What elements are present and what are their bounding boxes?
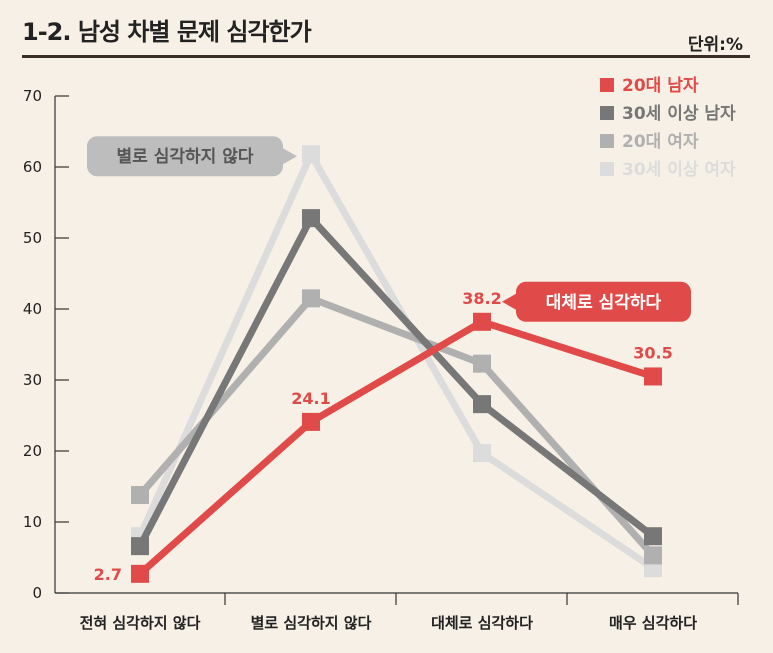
series-line-30세-이상-남자 xyxy=(136,214,656,548)
data-point-30세-이상-남자-3 xyxy=(473,395,491,414)
callout-box xyxy=(516,281,691,322)
legend-label-30세-이상-여자: 30세 이상 여자 xyxy=(622,160,736,180)
title-divider xyxy=(22,55,750,58)
series-20대-여자 xyxy=(131,289,662,565)
series-group xyxy=(131,145,662,583)
x-category-label-4: 매우 심각하다 xyxy=(609,614,697,632)
y-tick-label-30: 30 xyxy=(23,371,42,389)
callout-1: 별로 심각하지 않다 xyxy=(87,136,297,177)
data-point-30세-이상-남자-2 xyxy=(302,209,320,228)
chart-title: 1-2. 남성 차별 문제 심각한가 xyxy=(22,18,312,46)
legend: 20대 남자 30세 이상 남자 20대 여자 30세 이상 여자 xyxy=(600,76,736,180)
data-point-30세-이상-남자-4 xyxy=(644,527,662,546)
legend-swatch-20대-여자 xyxy=(600,134,614,148)
legend-swatch-30세-이상-여자 xyxy=(600,162,614,176)
data-point-20대-남자-3 xyxy=(473,312,491,331)
legend-swatch-30세-이상-남자 xyxy=(600,106,614,120)
series-20대-남자 xyxy=(131,312,662,583)
y-tick-label-10: 10 xyxy=(23,513,42,531)
callout-2: 대체로 심각하다 xyxy=(502,281,691,322)
data-point-20대-여자-3 xyxy=(473,354,491,373)
callout-text-2: 대체로 심각하다 xyxy=(546,293,662,313)
data-point-20대-남자-2 xyxy=(302,412,320,431)
data-point-20대-남자-1 xyxy=(131,564,149,583)
data-label-2.7: 2.7 xyxy=(94,565,122,584)
data-point-20대-여자-2 xyxy=(302,289,320,308)
data-point-30세-이상-여자-3 xyxy=(473,444,491,463)
data-label-38.2: 38.2 xyxy=(462,289,501,308)
series-line-30세-이상-여자 xyxy=(136,150,655,572)
legend-label-20대-여자: 20대 여자 xyxy=(622,132,699,152)
legend-label-30세-이상-남자: 30세 이상 남자 xyxy=(622,104,736,124)
callout-pointer xyxy=(283,148,297,165)
data-label-24.1: 24.1 xyxy=(291,389,330,408)
x-category-label-3: 대체로 심각하다 xyxy=(431,614,533,632)
series-30세-이상-남자 xyxy=(131,209,662,556)
series-30세-이상-여자 xyxy=(131,145,662,578)
data-point-20대-남자-4 xyxy=(644,367,662,386)
data-point-20대-여자-1 xyxy=(131,486,149,505)
callout-pointer xyxy=(502,293,516,310)
y-tick-label-40: 40 xyxy=(23,300,42,318)
y-tick-label-70: 70 xyxy=(23,87,42,105)
callout-text-1: 별로 심각하지 않다 xyxy=(117,147,254,167)
x-category-label-2: 별로 심각하지 않다 xyxy=(251,614,372,632)
data-label-30.5: 30.5 xyxy=(633,343,672,362)
legend-label-20대-남자: 20대 남자 xyxy=(622,76,699,96)
data-point-30세-이상-남자-1 xyxy=(131,537,149,556)
x-category-label-1: 전혀 심각하지 않다 xyxy=(80,614,201,632)
y-tick-label-0: 0 xyxy=(32,584,42,602)
y-tick-label-50: 50 xyxy=(23,229,42,247)
unit-label: 단위:% xyxy=(687,35,743,55)
data-point-30세-이상-여자-2 xyxy=(302,145,320,164)
y-tick-label-20: 20 xyxy=(23,442,42,460)
y-tick-label-60: 60 xyxy=(23,158,42,176)
series-line-20대-여자 xyxy=(137,294,656,558)
legend-swatch-20대-남자 xyxy=(600,78,614,92)
data-point-20대-여자-4 xyxy=(644,546,662,565)
callout-box xyxy=(87,136,283,177)
series-line-20대-남자 xyxy=(137,318,655,577)
